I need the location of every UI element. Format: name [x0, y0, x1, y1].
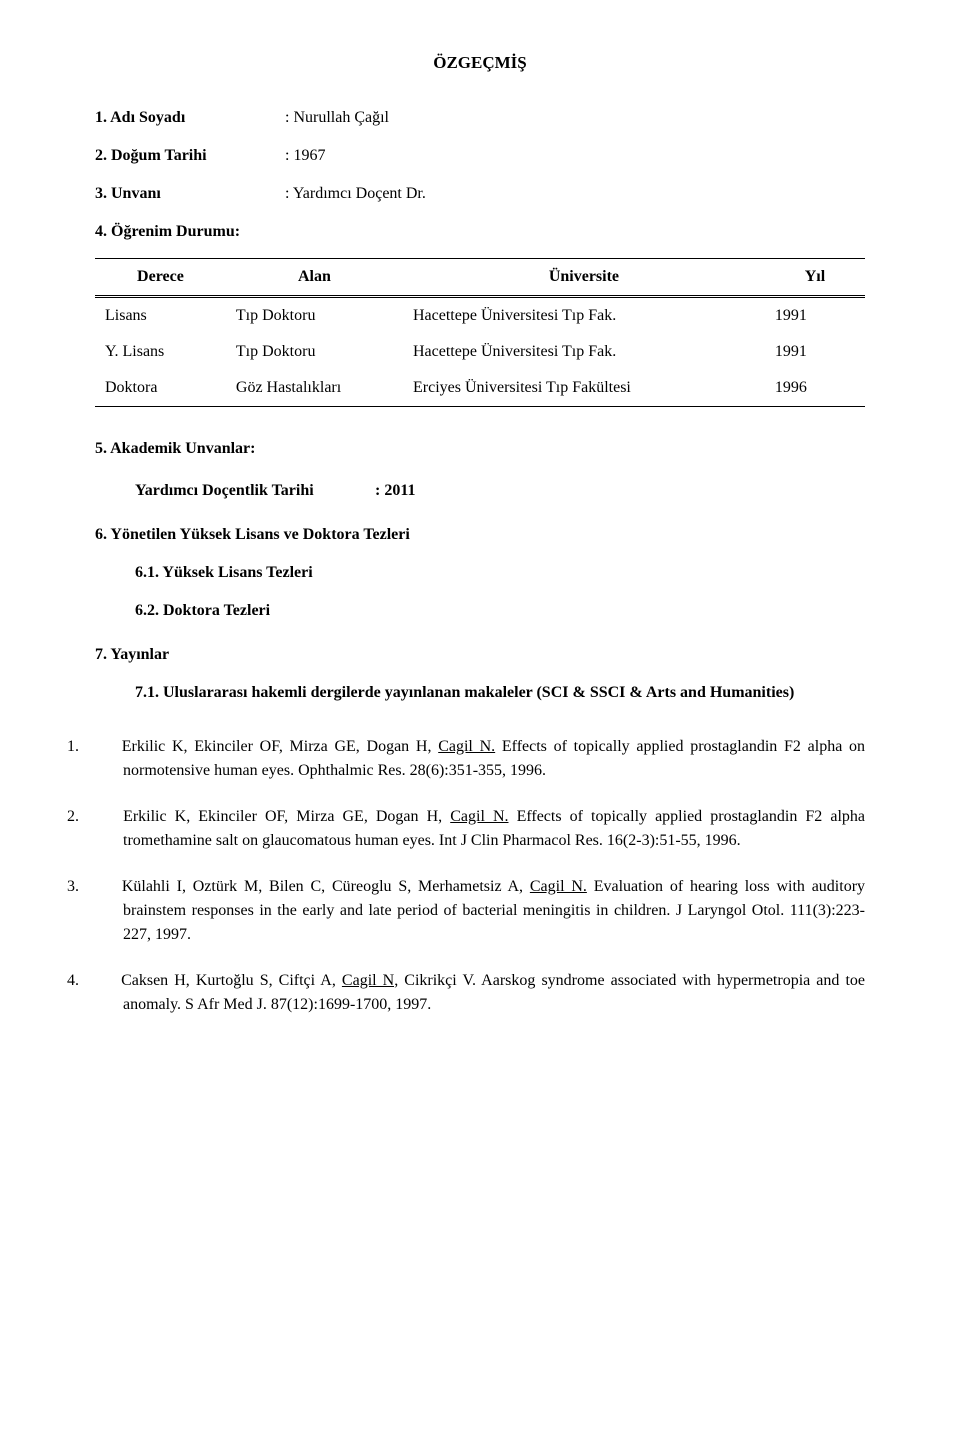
table-header-row: Derece Alan Üniversite Yıl	[95, 258, 865, 296]
ref-author-highlight: Cagil N.	[450, 808, 508, 825]
section-7: 7. Yayınlar	[95, 643, 865, 667]
label-name: 1. Adı Soyadı	[95, 106, 285, 130]
row-birth: 2. Doğum Tarihi : 1967	[95, 144, 865, 168]
ref-authors-pre: Erkilic K, Ekinciler OF, Mirza GE, Dogan…	[122, 738, 438, 755]
value-name: : Nurullah Çağıl	[285, 106, 389, 130]
label-education: 4. Öğrenim Durumu:	[95, 220, 285, 244]
ref-author-highlight: Cagil N.	[438, 738, 495, 755]
cell-univ: Hacettepe Üniversitesi Tıp Fak.	[403, 296, 765, 334]
th-field: Alan	[226, 258, 403, 296]
cell-degree: Lisans	[95, 296, 226, 334]
section-5: 5. Akademik Unvanlar:	[95, 437, 865, 461]
th-year: Yıl	[765, 258, 865, 296]
ref-author-highlight: Cagil N,	[342, 972, 398, 989]
th-degree: Derece	[95, 258, 226, 296]
ref-number: 4.	[95, 969, 115, 993]
cell-year: 1991	[765, 296, 865, 334]
value-birth: : 1967	[285, 144, 325, 168]
table-row: Doktora Göz Hastalıkları Erciyes Ünivers…	[95, 370, 865, 407]
value-title: : Yardımcı Doçent Dr.	[285, 182, 426, 206]
cell-univ: Erciyes Üniversitesi Tıp Fakültesi	[403, 370, 765, 407]
ref-authors-pre: Külahli I, Oztürk M, Bilen C, Cüreoglu S…	[122, 878, 530, 895]
table-row: Lisans Tıp Doktoru Hacettepe Üniversites…	[95, 296, 865, 334]
label-title: 3. Unvanı	[95, 182, 285, 206]
ref-authors-pre: Erkilic K, Ekinciler OF, Mirza GE, Dogan…	[123, 808, 450, 825]
reference-item: 1. Erkilic K, Ekinciler OF, Mirza GE, Do…	[95, 735, 865, 783]
ref-authors-pre: Caksen H, Kurtoğlu S, Ciftçi A,	[121, 972, 342, 989]
ref-author-highlight: Cagil N.	[530, 878, 587, 895]
cell-field: Göz Hastalıkları	[226, 370, 403, 407]
table-row: Y. Lisans Tıp Doktoru Hacettepe Üniversi…	[95, 334, 865, 370]
reference-item: 4. Caksen H, Kurtoğlu S, Ciftçi A, Cagil…	[95, 969, 865, 1017]
label-docent-date: Yardımcı Doçentlik Tarihi	[135, 479, 375, 503]
row-education: 4. Öğrenim Durumu:	[95, 220, 865, 244]
cell-degree: Doktora	[95, 370, 226, 407]
section-6: 6. Yönetilen Yüksek Lisans ve Doktora Te…	[95, 523, 865, 547]
section-7-1: 7.1. Uluslararası hakemli dergilerde yay…	[135, 681, 865, 705]
cell-field: Tıp Doktoru	[226, 334, 403, 370]
ref-number: 2.	[95, 805, 115, 829]
education-table: Derece Alan Üniversite Yıl Lisans Tıp Do…	[95, 258, 865, 407]
row-docent-date: Yardımcı Doçentlik Tarihi : 2011	[135, 479, 865, 503]
cell-univ: Hacettepe Üniversitesi Tıp Fak.	[403, 334, 765, 370]
row-title: 3. Unvanı : Yardımcı Doçent Dr.	[95, 182, 865, 206]
row-name: 1. Adı Soyadı : Nurullah Çağıl	[95, 106, 865, 130]
page-title: ÖZGEÇMİŞ	[95, 50, 865, 76]
reference-list: 1. Erkilic K, Ekinciler OF, Mirza GE, Do…	[95, 735, 865, 1017]
reference-item: 3. Külahli I, Oztürk M, Bilen C, Cüreogl…	[95, 875, 865, 947]
ref-number: 1.	[95, 735, 115, 759]
cell-year: 1991	[765, 334, 865, 370]
value-docent-date: : 2011	[375, 479, 415, 503]
cell-degree: Y. Lisans	[95, 334, 226, 370]
ref-number: 3.	[95, 875, 115, 899]
section-6-1: 6.1. Yüksek Lisans Tezleri	[135, 561, 865, 585]
reference-item: 2. Erkilic K, Ekinciler OF, Mirza GE, Do…	[95, 805, 865, 853]
label-birth: 2. Doğum Tarihi	[95, 144, 285, 168]
th-univ: Üniversite	[403, 258, 765, 296]
section-6-2: 6.2. Doktora Tezleri	[135, 599, 865, 623]
cell-year: 1996	[765, 370, 865, 407]
cell-field: Tıp Doktoru	[226, 296, 403, 334]
